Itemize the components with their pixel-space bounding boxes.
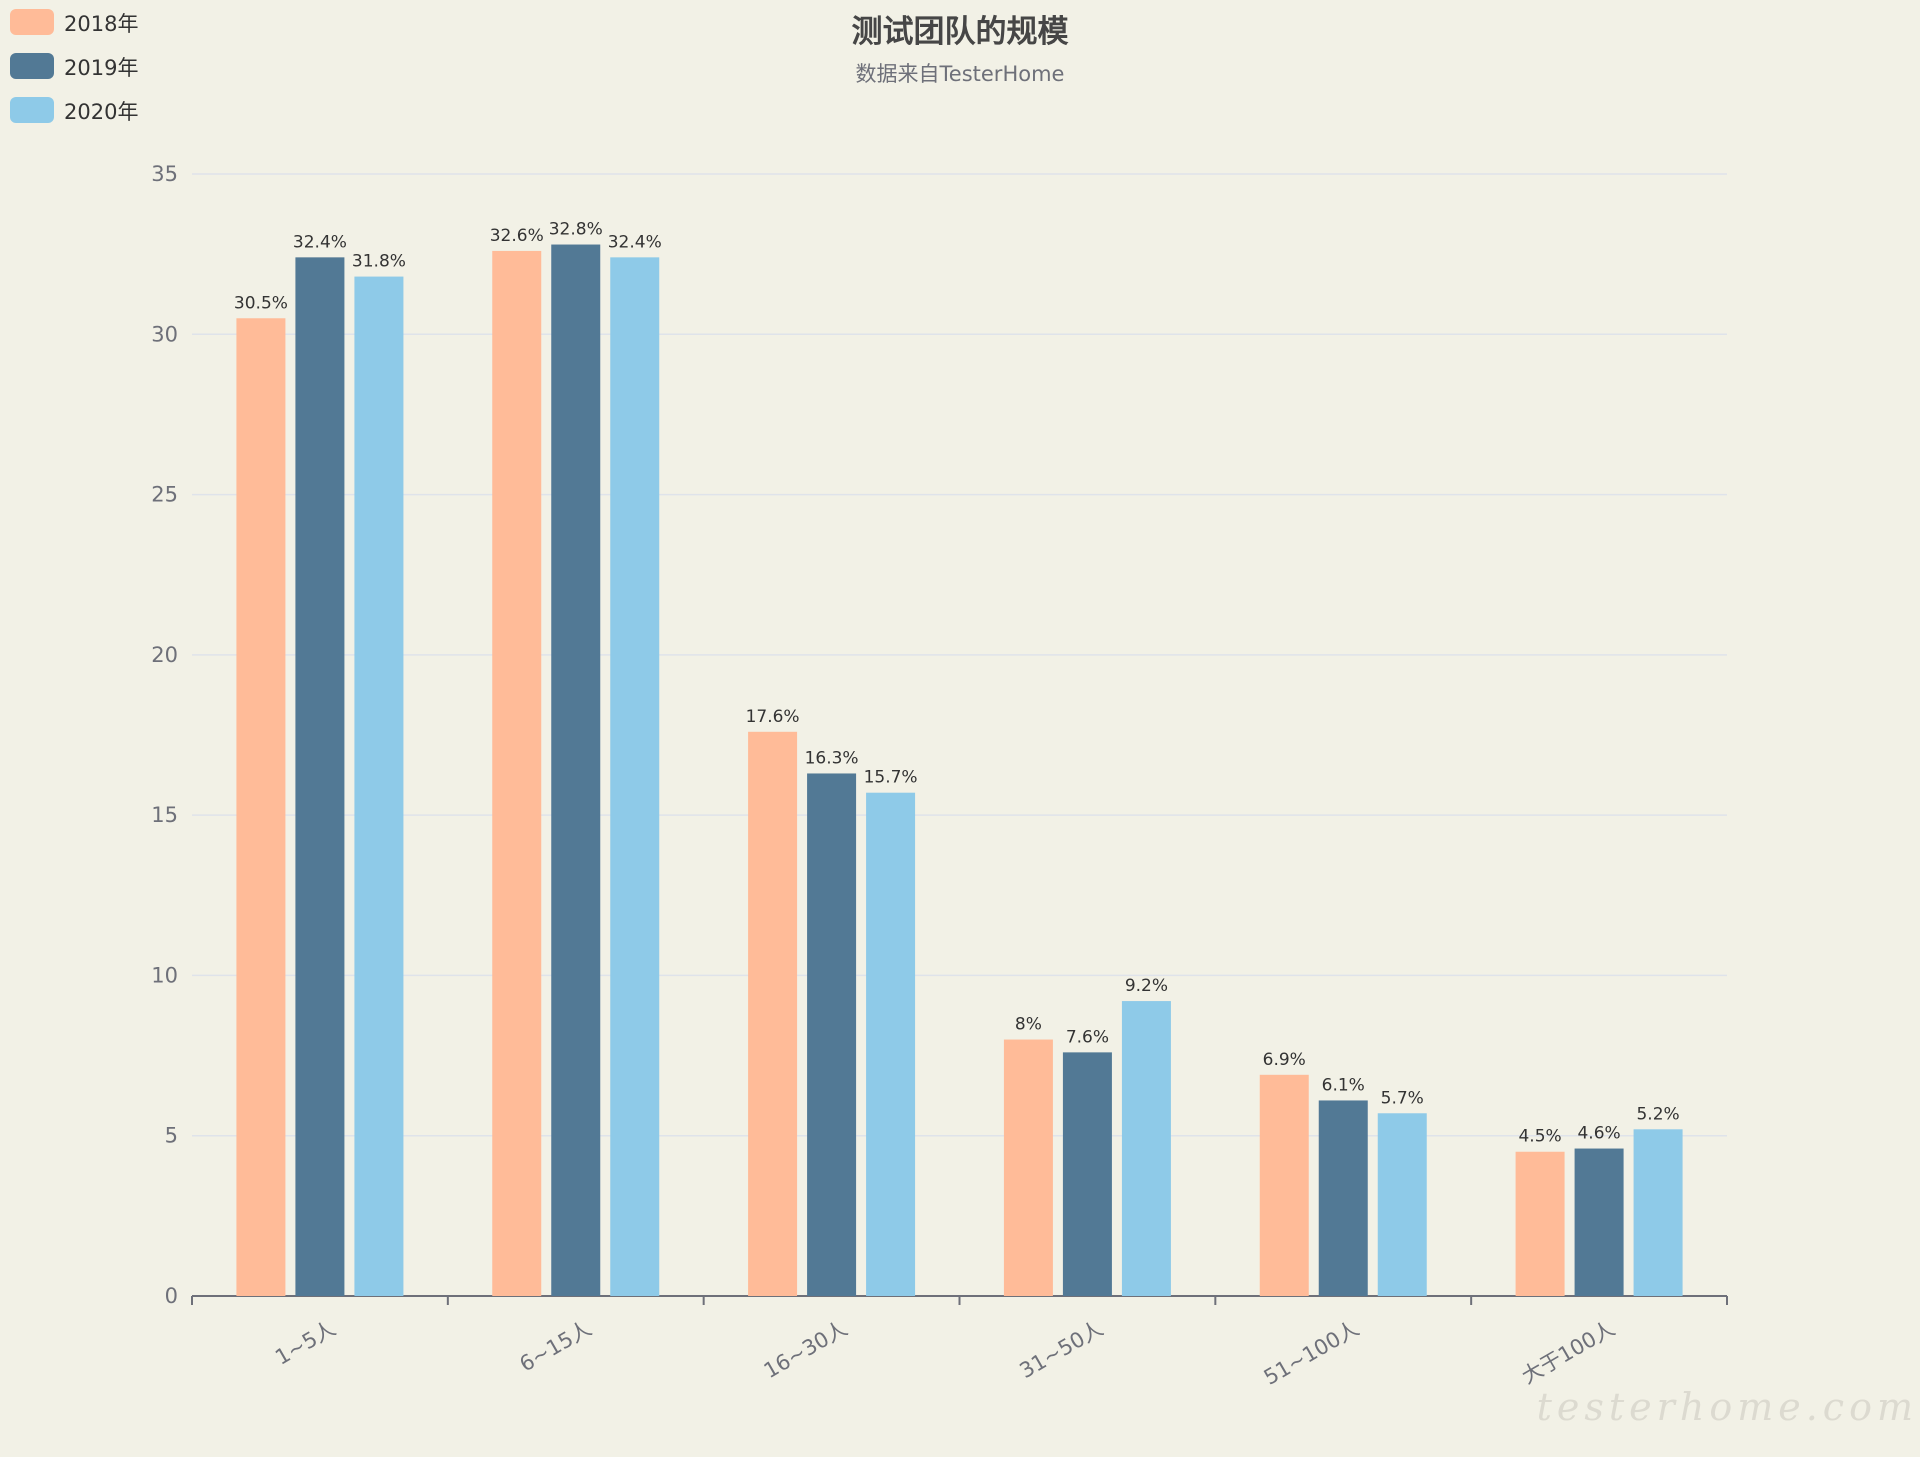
bar bbox=[551, 244, 601, 1296]
bar bbox=[1515, 1151, 1565, 1296]
bar bbox=[610, 257, 660, 1296]
legend-swatch-2020 bbox=[10, 97, 54, 123]
bar bbox=[1121, 1001, 1171, 1296]
bar bbox=[1003, 1039, 1053, 1296]
bar bbox=[866, 792, 916, 1296]
bar-data-label: 4.5% bbox=[1518, 1127, 1561, 1147]
bar bbox=[807, 773, 857, 1296]
bar-data-label: 32.6% bbox=[490, 226, 544, 246]
bar-data-label: 31.8% bbox=[352, 252, 406, 272]
y-tick-label: 30 bbox=[151, 322, 178, 346]
chart-title: 测试团队的规模 bbox=[851, 14, 1069, 50]
bar-data-label: 32.4% bbox=[608, 232, 662, 252]
bar-data-label: 15.7% bbox=[864, 768, 918, 788]
legend-label-2020: 2020年 bbox=[64, 100, 139, 124]
bar-data-label: 4.6% bbox=[1577, 1124, 1620, 1144]
y-tick-label: 35 bbox=[151, 162, 178, 186]
legend-label-2019: 2019年 bbox=[64, 56, 139, 80]
watermark: testerhome.com bbox=[1536, 1385, 1918, 1429]
bar-data-label: 32.4% bbox=[293, 232, 347, 252]
x-tick-label: 16~30人 bbox=[760, 1316, 852, 1383]
x-tick-label: 1~5人 bbox=[271, 1316, 340, 1369]
bar-data-label: 5.2% bbox=[1636, 1104, 1679, 1124]
bar-data-label: 6.1% bbox=[1322, 1075, 1365, 1095]
bar-data-label: 8% bbox=[1015, 1015, 1042, 1035]
bar bbox=[1633, 1129, 1683, 1296]
bar bbox=[236, 318, 286, 1296]
bar bbox=[295, 257, 345, 1296]
bar-data-label: 5.7% bbox=[1381, 1088, 1424, 1108]
chart-subtitle: 数据来自TesterHome bbox=[855, 62, 1065, 86]
y-tick-label: 20 bbox=[151, 643, 178, 667]
bar bbox=[1259, 1074, 1309, 1296]
x-tick-label: 6~15人 bbox=[515, 1316, 595, 1376]
bar bbox=[492, 250, 542, 1297]
bar bbox=[1318, 1100, 1368, 1296]
bar bbox=[1377, 1113, 1427, 1296]
bar bbox=[748, 731, 798, 1296]
y-tick-label: 25 bbox=[151, 483, 178, 507]
bar-data-label: 7.6% bbox=[1066, 1027, 1109, 1047]
legend-swatch-2019 bbox=[10, 53, 54, 79]
bar bbox=[354, 276, 404, 1296]
bar bbox=[1062, 1052, 1112, 1296]
y-tick-label: 5 bbox=[165, 1124, 178, 1148]
legend-swatch-2018 bbox=[10, 9, 54, 35]
bar-data-label: 16.3% bbox=[805, 748, 859, 768]
bar-data-label: 17.6% bbox=[746, 707, 800, 727]
y-tick-label: 15 bbox=[151, 803, 178, 827]
x-tick-label: 31~50人 bbox=[1016, 1316, 1108, 1383]
legend-label-2018: 2018年 bbox=[64, 12, 139, 36]
x-tick-label: 大于100人 bbox=[1518, 1316, 1619, 1388]
bar-data-label: 30.5% bbox=[234, 293, 288, 313]
bar-data-label: 9.2% bbox=[1125, 976, 1168, 996]
y-tick-label: 0 bbox=[165, 1284, 178, 1308]
bar-data-label: 6.9% bbox=[1263, 1050, 1306, 1070]
bar-data-label: 32.8% bbox=[549, 220, 603, 240]
y-tick-label: 10 bbox=[151, 963, 178, 987]
bar bbox=[1574, 1148, 1624, 1296]
x-tick-label: 51~100人 bbox=[1260, 1316, 1363, 1389]
